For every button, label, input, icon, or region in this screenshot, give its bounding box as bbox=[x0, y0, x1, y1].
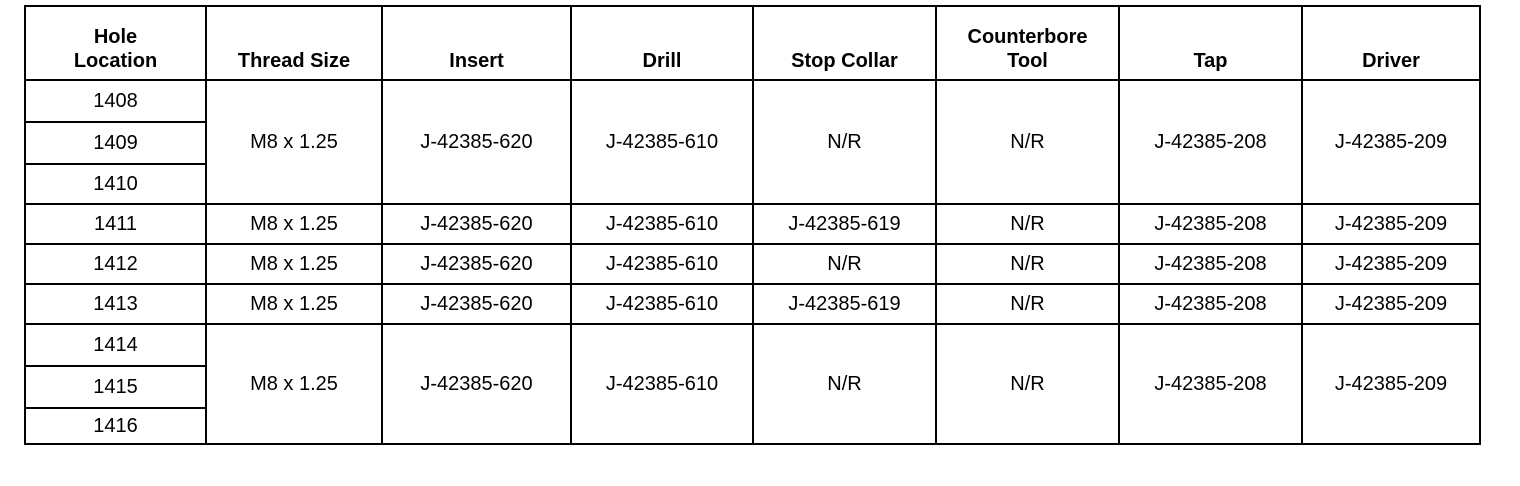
hole-location-cell: 1415 bbox=[24, 365, 207, 409]
stop-collar-cell: J-42385-619 bbox=[752, 203, 937, 245]
tap-cell: J-42385-208 bbox=[1118, 203, 1303, 245]
table-row: 1416 bbox=[24, 407, 1480, 445]
header-insert: Insert bbox=[381, 5, 572, 81]
header-stop-collar: Stop Collar bbox=[752, 5, 937, 81]
hole-location-cell: 1411 bbox=[24, 203, 207, 245]
tap-cell: J-42385-208 bbox=[1118, 283, 1303, 325]
driver-cell: J-42385-209 bbox=[1301, 203, 1481, 245]
hole-location-cell: 1413 bbox=[24, 283, 207, 325]
header-hole-location: Hole Location bbox=[24, 5, 207, 81]
hole-location-cell: 1414 bbox=[24, 323, 207, 367]
driver-cell: J-42385-209 bbox=[1301, 323, 1481, 445]
table-row: 1408 M8 x 1.25 J-42385-620 J-42385-610 N/R N/… bbox=[24, 79, 1481, 205]
tap-cell: J-42385-208 bbox=[1118, 79, 1303, 205]
header-thread-size: Thread Size bbox=[205, 5, 383, 81]
tap-cell: J-42385-208 bbox=[1118, 243, 1303, 285]
drill-cell: J-42385-610 bbox=[570, 243, 754, 285]
header-row: Hole Location Thread Size Insert Drill St… bbox=[24, 5, 1481, 81]
header-driver: Driver bbox=[1301, 5, 1481, 81]
table-row: 1409 bbox=[24, 121, 1480, 165]
stop-collar-cell: N/R bbox=[752, 323, 937, 445]
header-hole-location-label-2: Location bbox=[73, 50, 158, 72]
driver-cell: J-42385-209 bbox=[1301, 243, 1481, 285]
counterbore-tool-cell: N/R bbox=[935, 323, 1120, 445]
table-row: 1412 M8 x 1.25 J-42385-620 J-42385-610 N/R N/… bbox=[24, 243, 1481, 285]
tool-table: Hole Location Thread Size Insert Drill St… bbox=[24, 5, 1481, 445]
insert-cell: J-42385-620 bbox=[381, 203, 572, 245]
stop-collar-cell: J-42385-619 bbox=[752, 283, 937, 325]
thread-size-cell: M8 x 1.25 bbox=[205, 323, 383, 445]
hole-location-cell: 1410 bbox=[24, 163, 207, 205]
header-counterbore-label-2: Tool bbox=[1007, 50, 1048, 72]
header-drill: Drill bbox=[570, 5, 754, 81]
drill-cell: J-42385-610 bbox=[570, 203, 754, 245]
counterbore-tool-cell: N/R bbox=[935, 79, 1120, 205]
hole-location-cell: 1409 bbox=[24, 121, 207, 165]
header-tap: Tap bbox=[1118, 5, 1303, 81]
drill-cell: J-42385-610 bbox=[570, 283, 754, 325]
table-row: 1414 M8 x 1.25 J-42385-620 J-42385-610 N/R N/… bbox=[24, 323, 1481, 445]
tap-cell: J-42385-208 bbox=[1118, 323, 1303, 445]
header-counterbore-tool: Counterbore Tool bbox=[935, 5, 1120, 81]
stop-collar-cell: N/R bbox=[752, 79, 937, 205]
header-hole-location-label: Hole bbox=[93, 26, 138, 48]
table-row: 1415 bbox=[24, 365, 1480, 409]
insert-cell: J-42385-620 bbox=[381, 283, 572, 325]
counterbore-tool-cell: N/R bbox=[935, 203, 1120, 245]
hole-location-cell: 1416 bbox=[24, 407, 207, 445]
hole-location-cell: 1412 bbox=[24, 243, 207, 285]
thread-size-cell: M8 x 1.25 bbox=[205, 243, 383, 285]
driver-cell: J-42385-209 bbox=[1301, 79, 1481, 205]
table-row: 1410 bbox=[24, 163, 1480, 205]
driver-cell: J-42385-209 bbox=[1301, 283, 1481, 325]
insert-cell: J-42385-620 bbox=[381, 243, 572, 285]
thread-size-cell: M8 x 1.25 bbox=[205, 203, 383, 245]
drill-cell: J-42385-610 bbox=[570, 323, 754, 445]
hole-location-cell: 1408 bbox=[24, 79, 207, 123]
insert-cell: J-42385-620 bbox=[381, 79, 572, 205]
thread-size-cell: M8 x 1.25 bbox=[205, 79, 383, 205]
table-row: 1411 M8 x 1.25 J-42385-620 J-42385-610 J-423… bbox=[24, 203, 1481, 245]
counterbore-tool-cell: N/R bbox=[935, 243, 1120, 285]
table-row: 1413 M8 x 1.25 J-42385-620 J-42385-610 J-423… bbox=[24, 283, 1481, 325]
header-counterbore-label: Counterbore bbox=[967, 26, 1088, 48]
drill-cell: J-42385-610 bbox=[570, 79, 754, 205]
stop-collar-cell: N/R bbox=[752, 243, 937, 285]
thread-size-cell: M8 x 1.25 bbox=[205, 283, 383, 325]
insert-cell: J-42385-620 bbox=[381, 323, 572, 445]
counterbore-tool-cell: N/R bbox=[935, 283, 1120, 325]
